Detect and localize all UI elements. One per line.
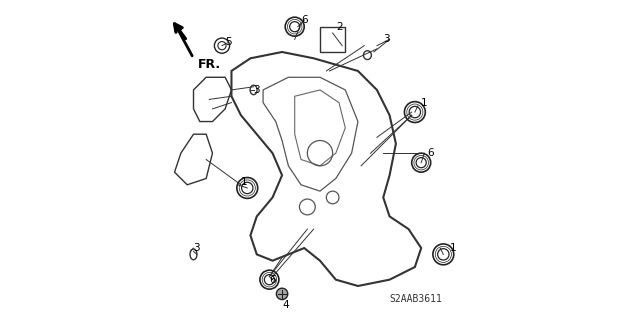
Text: S2AAB3611: S2AAB3611 [390,293,442,304]
Text: 3: 3 [193,243,200,253]
Text: 1: 1 [450,243,456,253]
Circle shape [276,288,288,300]
Text: 1: 1 [241,177,248,187]
Text: 3: 3 [253,85,260,95]
Text: 6: 6 [428,148,434,158]
Text: 4: 4 [282,300,289,310]
Text: 3: 3 [383,34,390,44]
Text: 5: 5 [225,38,232,48]
Text: 2: 2 [336,22,342,32]
Text: 6: 6 [269,275,276,285]
Text: 1: 1 [421,98,428,108]
Text: FR.: FR. [198,58,221,71]
Text: 6: 6 [301,15,308,26]
